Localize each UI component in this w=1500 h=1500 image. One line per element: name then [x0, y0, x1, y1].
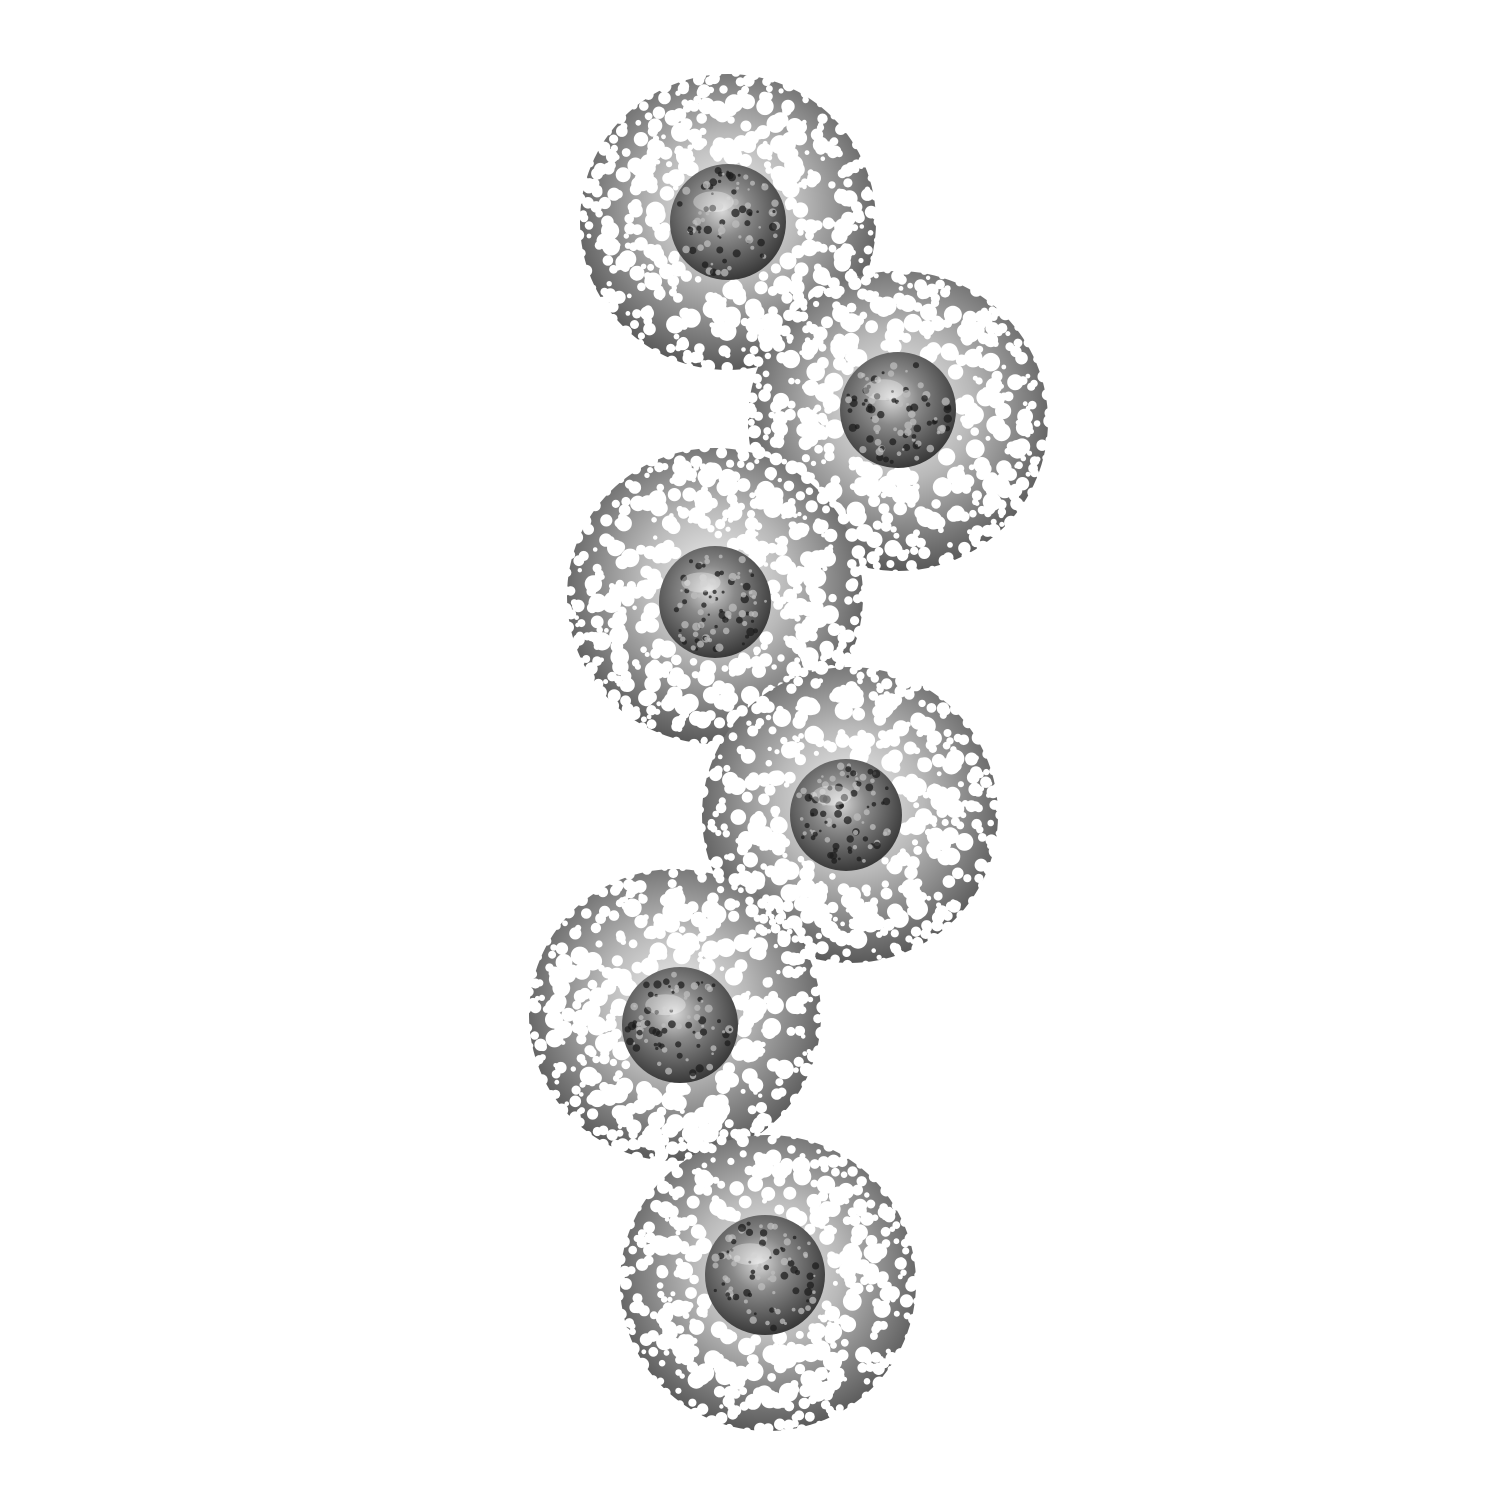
disc-perforations — [565, 447, 862, 747]
perforated-disc — [573, 67, 885, 378]
center-dome — [659, 546, 771, 658]
disc-perforations — [746, 269, 1048, 571]
center-dome — [670, 164, 786, 280]
perforated-disc — [695, 660, 1005, 971]
disc-perforations — [579, 72, 878, 374]
perforated-disc — [611, 1127, 925, 1440]
perforated-disc — [559, 440, 872, 752]
disc-group — [523, 67, 1057, 1440]
center-dome — [840, 352, 956, 468]
perforated-disc — [742, 263, 1057, 577]
center-dome — [790, 759, 902, 871]
disc-perforations — [527, 868, 823, 1162]
disc-scalloped-edge — [611, 1127, 925, 1440]
center-dome — [705, 1215, 825, 1335]
center-dome — [622, 967, 738, 1083]
disc-perforations — [619, 1134, 920, 1435]
perforated-disc — [523, 862, 830, 1170]
